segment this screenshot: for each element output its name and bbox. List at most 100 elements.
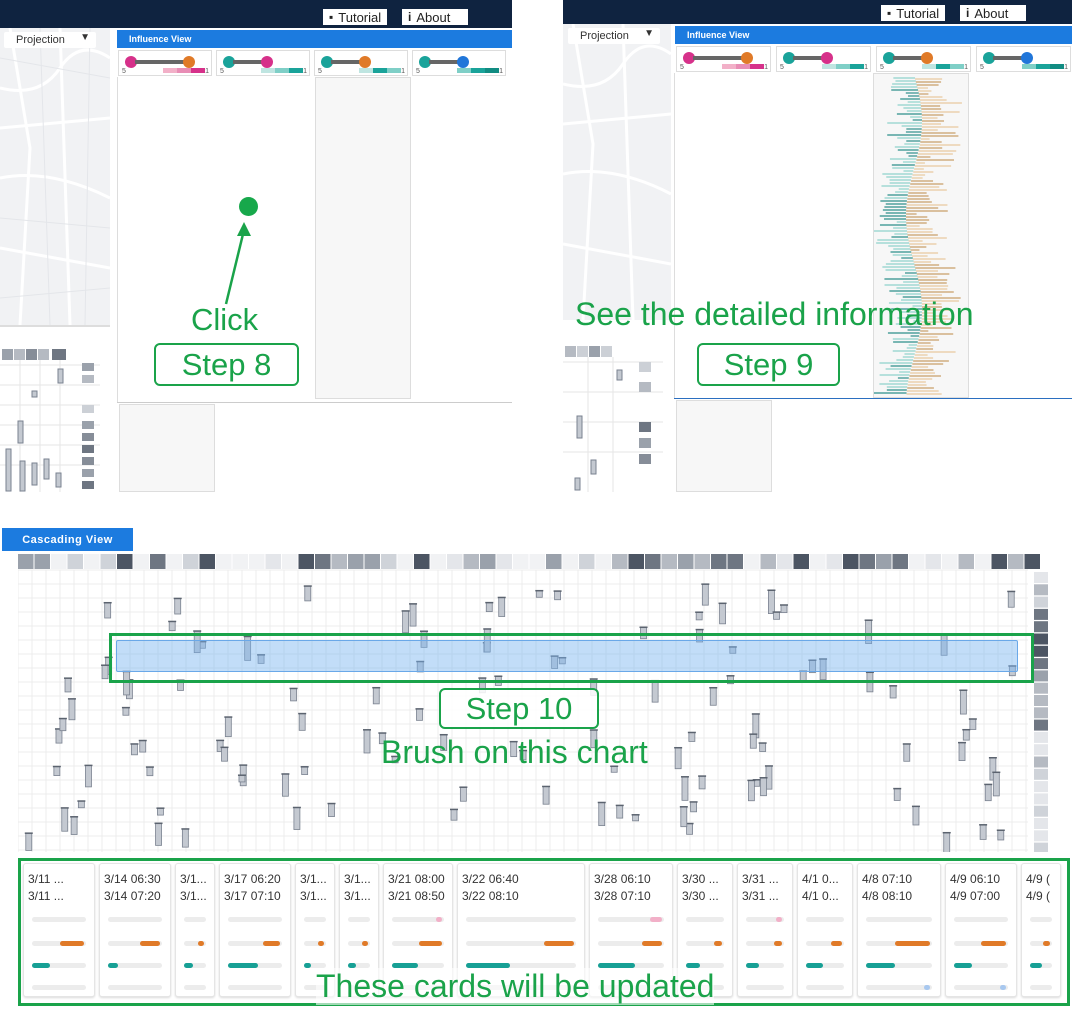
time-cell — [430, 554, 446, 569]
event-card[interactable]: 3/31 ... 3/31 ... — [737, 863, 793, 997]
time-cell — [529, 554, 545, 569]
card-track-pink — [304, 917, 326, 922]
about-button[interactable]: i About — [960, 5, 1026, 21]
map-view[interactable] — [0, 27, 111, 326]
level-cell — [1034, 842, 1048, 854]
cascade-glyph — [695, 611, 703, 621]
time-cell — [414, 554, 430, 569]
cascade-glyph — [997, 829, 1005, 841]
cascade-glyph — [155, 822, 162, 846]
target-node-icon — [457, 56, 469, 68]
projection-select[interactable]: Projection ▼ — [4, 32, 96, 48]
card-end-time: 3/1... — [300, 889, 327, 903]
tutorial-button[interactable]: ▪ Tutorial — [323, 9, 388, 25]
level-cell — [1034, 645, 1048, 657]
card-start-time: 3/30 ... — [682, 872, 719, 886]
about-button[interactable]: i About — [402, 9, 468, 25]
cascade-glyph — [698, 775, 706, 790]
card-bar-teal — [304, 963, 312, 968]
tutorial-button[interactable]: ▪ Tutorial — [881, 5, 946, 21]
cascade-glyph — [943, 832, 951, 855]
panel-step8: ▪ Tutorial i About Projection ▼ — [0, 0, 512, 492]
cascade-glyph — [542, 786, 550, 805]
cascade-glyph — [131, 743, 138, 756]
card-track-teal — [954, 963, 1008, 968]
card-track-teal — [686, 963, 724, 968]
cards-annotation: These cards will be updated — [316, 968, 715, 1005]
cascade-glyph — [122, 707, 130, 716]
time-cell — [793, 554, 809, 569]
event-card[interactable]: 3/1... 3/1... — [175, 863, 215, 997]
click-target-dot[interactable] — [239, 197, 258, 216]
cascade-glyph — [85, 764, 92, 788]
card-track-teal — [466, 963, 576, 968]
time-cell — [100, 554, 116, 569]
cascade-glyph — [773, 611, 780, 620]
card-track-teal — [184, 963, 206, 968]
cascade-glyph — [616, 805, 624, 819]
projection-select[interactable]: Projection ▼ — [568, 28, 660, 44]
cascade-glyph — [632, 814, 639, 822]
event-card[interactable]: 3/11 ... 3/11 ... — [23, 863, 95, 997]
time-cell — [249, 554, 265, 569]
cascade-glyph — [298, 713, 306, 731]
time-cell — [51, 554, 67, 569]
cascade-glyph — [77, 800, 85, 809]
source-node-icon — [783, 52, 795, 64]
info-icon: i — [408, 10, 412, 24]
event-card[interactable]: 3/14 06:30 3/14 07:20 — [99, 863, 171, 997]
cascade-glyph — [690, 801, 697, 813]
card-bar-teal — [806, 963, 823, 968]
card-start-time: 3/21 08:00 — [388, 872, 445, 886]
time-cell — [397, 554, 413, 569]
level-cell — [1034, 572, 1048, 583]
card-start-time: 3/1... — [300, 872, 327, 886]
card-end-time: 3/28 07:10 — [594, 889, 651, 903]
card-end-time: 4/9 ( — [1026, 889, 1051, 903]
card-bar-orange — [318, 941, 324, 946]
influence-view-header: Influence View — [675, 26, 1072, 44]
card-bar-pink — [649, 917, 662, 922]
card-end-time: 3/21 08:50 — [388, 889, 445, 903]
source-node-icon — [883, 52, 895, 64]
event-card[interactable]: 4/9 (4/9 ( — [1021, 863, 1061, 997]
time-cell — [645, 554, 661, 569]
card-bar-orange — [263, 941, 280, 946]
level-cell — [1034, 584, 1048, 596]
influence-view-header: Influence View — [117, 30, 512, 48]
cascade-glyph — [709, 687, 717, 706]
cascade-mini — [0, 345, 100, 492]
scale-min-label: 5 — [318, 68, 322, 75]
time-cell — [826, 554, 842, 569]
cascade-glyph — [768, 589, 775, 614]
time-cell — [348, 554, 364, 569]
scale-swatch — [1022, 64, 1036, 69]
cascade-glyph — [485, 602, 493, 613]
time-cell — [18, 554, 34, 569]
card-track-orange — [806, 941, 844, 946]
event-card[interactable]: 4/1 0... 4/1 0... — [797, 863, 853, 997]
time-cell — [84, 554, 100, 569]
scale-max-label: 1 — [764, 64, 768, 71]
brush-selection[interactable] — [116, 640, 1018, 672]
event-card[interactable]: 4/9 06:10 4/9 07:00 — [945, 863, 1017, 997]
time-cell — [133, 554, 149, 569]
card-end-time: 3/30 ... — [682, 889, 719, 903]
card-track-orange — [598, 941, 664, 946]
scale-min-label: 5 — [220, 68, 224, 75]
map-streets — [0, 27, 111, 326]
event-card[interactable]: 4/8 07:10 4/8 08:10 — [857, 863, 941, 997]
event-card[interactable]: 3/17 06:20 3/17 07:10 — [219, 863, 291, 997]
source-node-icon — [419, 56, 431, 68]
map-view[interactable] — [563, 23, 672, 321]
card-start-time: 3/11 ... — [28, 872, 64, 886]
influence-canvas[interactable] — [674, 73, 1072, 398]
